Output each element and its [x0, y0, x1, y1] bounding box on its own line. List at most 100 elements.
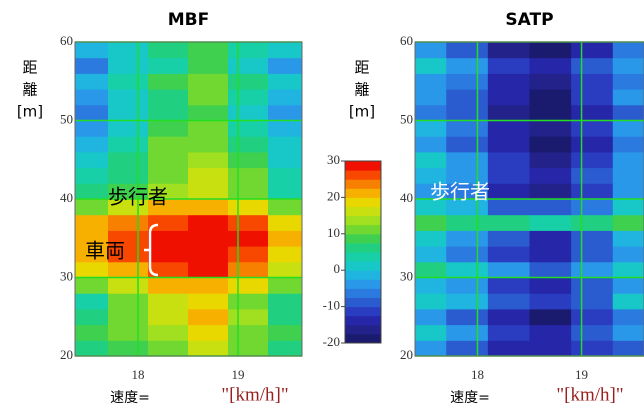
y-tick-label: 30: [60, 268, 73, 283]
colorbar-band: [345, 179, 381, 189]
heat-cell: [228, 73, 269, 90]
heat-cell: [529, 261, 572, 278]
heat-cell: [612, 214, 644, 231]
heat-cell: [228, 261, 269, 278]
heat-cell: [612, 57, 644, 74]
colorbar-band: [345, 333, 381, 344]
heat-cell: [228, 199, 269, 216]
heat-cell: [228, 246, 269, 263]
heat-cell: [446, 261, 489, 278]
colorbar-band: [345, 315, 381, 326]
heat-cell: [487, 308, 530, 326]
heat-cell: [75, 230, 109, 247]
heat-cell: [415, 136, 447, 153]
heat-cell: [487, 246, 530, 263]
heat-cell: [268, 230, 302, 247]
colorbar-tick-label: 0: [334, 261, 341, 276]
heat-cell: [108, 261, 149, 278]
heat-cell: [571, 261, 614, 278]
heat-cell: [268, 340, 302, 356]
heat-cell: [268, 308, 302, 326]
heat-cell: [446, 104, 489, 121]
heat-cell: [446, 151, 489, 169]
heat-cell: [446, 120, 489, 137]
colorbar-band: [345, 252, 381, 262]
colorbar-band: [345, 297, 381, 308]
heat-cell: [148, 89, 189, 106]
y-axis-label: 離: [22, 81, 37, 99]
heat-cell: [148, 183, 189, 200]
heat-cell: [446, 308, 489, 326]
y-axis-label: [m]: [349, 103, 375, 121]
heat-cell: [529, 324, 572, 341]
heat-cell: [188, 104, 229, 121]
heat-cell: [415, 230, 447, 247]
heat-cell: [529, 293, 572, 310]
x-tick-label: 18: [471, 367, 484, 382]
heat-cell: [268, 89, 302, 106]
heat-cell: [415, 42, 447, 59]
heat-cell: [228, 136, 269, 153]
heat-cell: [268, 293, 302, 310]
heat-cell: [188, 120, 229, 137]
heat-cell: [529, 136, 572, 153]
plot-frame: [414, 41, 644, 357]
heat-cell: [415, 199, 447, 216]
heat-cell: [446, 340, 489, 356]
heat-cell: [529, 246, 572, 263]
y-axis-label: 距: [22, 59, 37, 77]
heat-cell: [487, 230, 530, 247]
heat-cell: [228, 57, 269, 74]
heat-cell: [415, 261, 447, 278]
heat-cell: [75, 340, 109, 356]
colorbar-band: [345, 306, 381, 317]
heat-cell: [188, 324, 229, 341]
heat-cell: [228, 340, 269, 356]
heat-cell: [487, 89, 530, 106]
heat-cell: [75, 151, 109, 169]
heat-cell: [571, 340, 614, 356]
heat-cell: [529, 183, 572, 200]
heat-cell: [487, 104, 530, 121]
colorbar-frame: [344, 160, 382, 344]
heat-cell: [446, 73, 489, 90]
y-tick-label: 20: [400, 347, 413, 362]
heat-cell: [148, 214, 189, 231]
heat-cell: [228, 293, 269, 310]
heat-cell: [529, 73, 572, 90]
heat-cell: [487, 261, 530, 278]
heat-cell: [487, 293, 530, 310]
heat-cell: [268, 104, 302, 121]
heat-cell: [487, 340, 530, 356]
heat-cell: [529, 214, 572, 231]
heat-cell: [571, 183, 614, 200]
heat-cell: [188, 136, 229, 153]
heat-cell: [487, 151, 530, 169]
heat-cell: [268, 136, 302, 153]
heat-cell: [228, 183, 269, 200]
heat-cell: [75, 183, 109, 200]
heat-cell: [571, 120, 614, 137]
heat-cell: [612, 183, 644, 200]
heat-cell: [188, 246, 229, 263]
heat-cell: [188, 199, 229, 216]
heat-cell: [612, 277, 644, 294]
heat-cell: [487, 214, 530, 231]
heat-cell: [75, 277, 109, 294]
heat-cell: [529, 199, 572, 216]
heat-cell: [612, 42, 644, 59]
heat-cell: [75, 136, 109, 153]
heat-cell: [415, 308, 447, 326]
heat-cell: [446, 42, 489, 59]
heat-cell: [188, 214, 229, 231]
heat-cell: [446, 277, 489, 294]
heat-cell: [268, 261, 302, 278]
heat-cell: [612, 89, 644, 106]
heat-cell: [188, 42, 229, 59]
heat-cell: [571, 324, 614, 341]
heat-cell: [108, 293, 149, 310]
y-tick-label: 20: [60, 347, 73, 362]
y-tick-label: 60: [60, 33, 73, 48]
heat-cell: [571, 214, 614, 231]
